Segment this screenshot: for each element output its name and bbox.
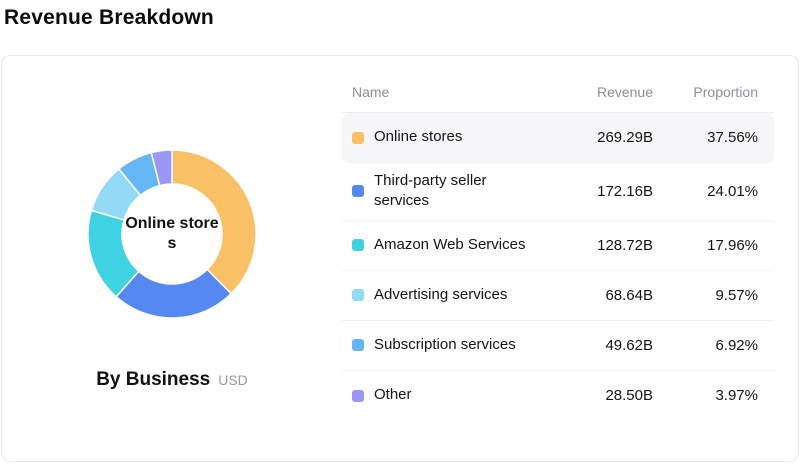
- page-title: Revenue Breakdown: [4, 6, 214, 29]
- row-proportion: 6.92%: [715, 336, 758, 354]
- table-row-other[interactable]: Other 28.50B 3.97%: [342, 371, 774, 421]
- row-revenue: 68.64B: [605, 286, 653, 304]
- row-proportion: 24.01%: [707, 182, 758, 200]
- chart-title: By Business: [96, 369, 211, 390]
- table-row-online-stores[interactable]: Online stores 269.29B 37.56%: [342, 113, 774, 163]
- row-proportion: 17.96%: [707, 236, 758, 254]
- row-name: Third-party seller services: [374, 172, 487, 210]
- color-swatch: [352, 389, 364, 402]
- revenue-card: Online stores By Business USD Name Reven…: [1, 55, 799, 462]
- table-row-amazon-web-services[interactable]: Amazon Web Services 128.72B 17.96%: [342, 221, 774, 271]
- row-proportion: 9.57%: [715, 286, 758, 304]
- chart-unit: USD: [218, 372, 248, 388]
- row-revenue: 128.72B: [597, 236, 653, 254]
- donut-chart-svg[interactable]: [87, 149, 257, 319]
- color-swatch: [352, 239, 364, 251]
- color-swatch: [352, 131, 364, 144]
- row-revenue: 28.50B: [605, 387, 653, 404]
- header-proportion: Proportion: [693, 84, 758, 100]
- table-row-third-party-seller-services[interactable]: Third-party seller services 172.16B 24.0…: [342, 163, 774, 221]
- row-revenue: 49.62B: [605, 336, 653, 354]
- table-header: Name Revenue Proportion: [342, 84, 774, 113]
- header-revenue: Revenue: [596, 84, 653, 100]
- row-name: Subscription services: [374, 335, 516, 353]
- row-name: Advertising services: [374, 285, 508, 303]
- row-revenue: 172.16B: [597, 182, 653, 200]
- table-row-advertising-services[interactable]: Advertising services 68.64B 9.57%: [342, 271, 774, 321]
- donut-chart[interactable]: Online stores: [87, 149, 257, 319]
- row-revenue: 269.29B: [597, 129, 653, 146]
- chart-panel: Online stores By Business USD: [2, 56, 342, 461]
- donut-segment-0[interactable]: [171, 149, 257, 295]
- chart-caption: By Business USD: [96, 369, 248, 391]
- color-swatch: [352, 339, 364, 351]
- row-proportion: 37.56%: [707, 129, 758, 146]
- donut-segment-5[interactable]: [150, 149, 173, 187]
- row-name: Online stores: [374, 128, 463, 146]
- row-name: Amazon Web Services: [374, 235, 526, 253]
- row-name: Other: [374, 386, 412, 404]
- color-swatch: [352, 289, 364, 301]
- row-proportion: 3.97%: [715, 387, 758, 404]
- table-row-subscription-services[interactable]: Subscription services 49.62B 6.92%: [342, 321, 774, 371]
- revenue-table: Name Revenue Proportion Online stores 26…: [342, 56, 798, 461]
- color-swatch: [352, 185, 364, 198]
- header-name: Name: [352, 84, 390, 100]
